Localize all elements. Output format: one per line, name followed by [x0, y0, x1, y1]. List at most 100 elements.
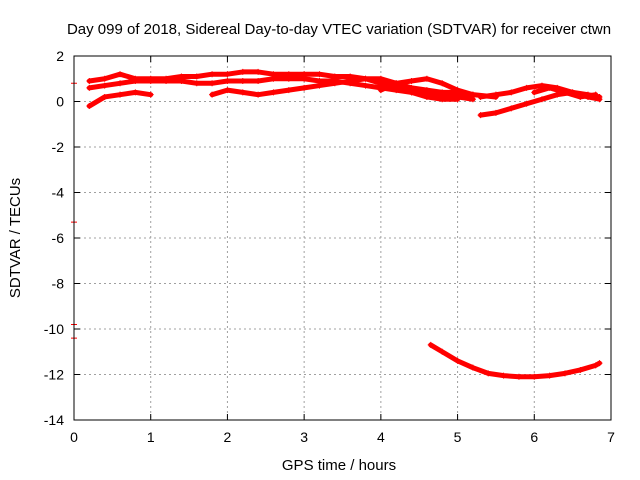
data-point [147, 78, 154, 85]
data-series [71, 68, 603, 380]
data-point [132, 78, 139, 85]
y-tick-label: -10 [44, 321, 64, 337]
data-point [270, 75, 277, 82]
y-axis-title: SDTVAR / TECUs [7, 178, 24, 298]
data-point [469, 91, 476, 98]
data-point [331, 80, 338, 87]
data-point [439, 348, 446, 355]
data-point [561, 89, 568, 96]
data-point [224, 78, 231, 85]
data-point [316, 71, 323, 78]
data-point [86, 103, 93, 110]
data-point [477, 112, 484, 119]
data-point [439, 80, 446, 87]
x-axis-title: GPS time / hours [282, 457, 396, 474]
data-point [239, 68, 246, 75]
series-low-arc [427, 341, 603, 380]
data-point [377, 80, 384, 87]
data-point [147, 91, 154, 98]
y-tick-label: -6 [52, 230, 65, 246]
data-point [492, 109, 499, 116]
data-point [117, 80, 124, 87]
x-tick-label: 1 [147, 429, 155, 445]
y-tick-label: -12 [44, 367, 64, 383]
data-point [285, 75, 292, 82]
y-tick-label: 2 [56, 48, 64, 64]
series-track-d [209, 75, 461, 103]
data-point [239, 89, 246, 96]
data-point [485, 370, 492, 377]
data-point [454, 96, 461, 103]
x-tick-label: 0 [70, 429, 78, 445]
data-point [546, 372, 553, 379]
data-point [117, 71, 124, 78]
y-tick-label: -4 [52, 185, 65, 201]
series-track-e [377, 75, 476, 98]
y-tick-label: 0 [56, 94, 64, 110]
data-point [427, 341, 434, 348]
x-tick-label: 7 [607, 429, 615, 445]
data-point [523, 84, 530, 91]
data-point [362, 82, 369, 89]
data-point [423, 93, 430, 100]
data-point [596, 96, 603, 103]
data-point [301, 84, 308, 91]
data-point [538, 96, 545, 103]
data-point [209, 91, 216, 98]
data-point [362, 75, 369, 82]
chart-title: Day 099 of 2018, Sidereal Day-to-day VTE… [67, 21, 611, 38]
data-point [224, 87, 231, 94]
data-point [408, 78, 415, 85]
data-point [117, 91, 124, 98]
data-point [86, 78, 93, 85]
y-tick-label: -14 [44, 412, 64, 428]
data-point [423, 75, 430, 82]
data-point [255, 91, 262, 98]
data-point [523, 100, 530, 107]
grid [74, 56, 611, 420]
data-point [531, 373, 538, 380]
data-point [178, 78, 185, 85]
data-point [469, 364, 476, 371]
data-point [596, 360, 603, 367]
y-axis: 2 0 -2 -4 -6 -8 -10 -12 -14 [44, 48, 611, 428]
data-point [285, 87, 292, 94]
data-point [508, 105, 515, 112]
data-point [439, 96, 446, 103]
x-tick-label: 2 [224, 429, 232, 445]
x-axis: 0 1 2 3 4 5 6 7 [70, 56, 615, 445]
data-point [239, 78, 246, 85]
data-point [209, 80, 216, 87]
data-point [209, 71, 216, 78]
data-point [101, 75, 108, 82]
y-tick-label: -2 [52, 139, 65, 155]
data-point [393, 80, 400, 87]
data-point [101, 82, 108, 89]
data-point [101, 93, 108, 100]
data-point [592, 91, 599, 98]
data-point [316, 82, 323, 89]
data-point [255, 78, 262, 85]
data-point [477, 93, 484, 100]
x-tick-label: 5 [454, 429, 462, 445]
x-tick-label: 4 [377, 429, 385, 445]
data-point [270, 89, 277, 96]
x-tick-label: 3 [300, 429, 308, 445]
series-track-c [86, 89, 154, 110]
data-point [561, 370, 568, 377]
data-point [193, 73, 200, 80]
data-point [592, 362, 599, 369]
data-point [132, 89, 139, 96]
data-point [255, 68, 262, 75]
data-point [546, 84, 553, 91]
data-point [347, 78, 354, 85]
data-point [515, 373, 522, 380]
data-point [86, 84, 93, 91]
data-point [408, 89, 415, 96]
y-tick-label: -8 [52, 276, 65, 292]
data-point [193, 80, 200, 87]
data-point [454, 87, 461, 94]
x-tick-label: 6 [530, 429, 538, 445]
data-point [531, 89, 538, 96]
